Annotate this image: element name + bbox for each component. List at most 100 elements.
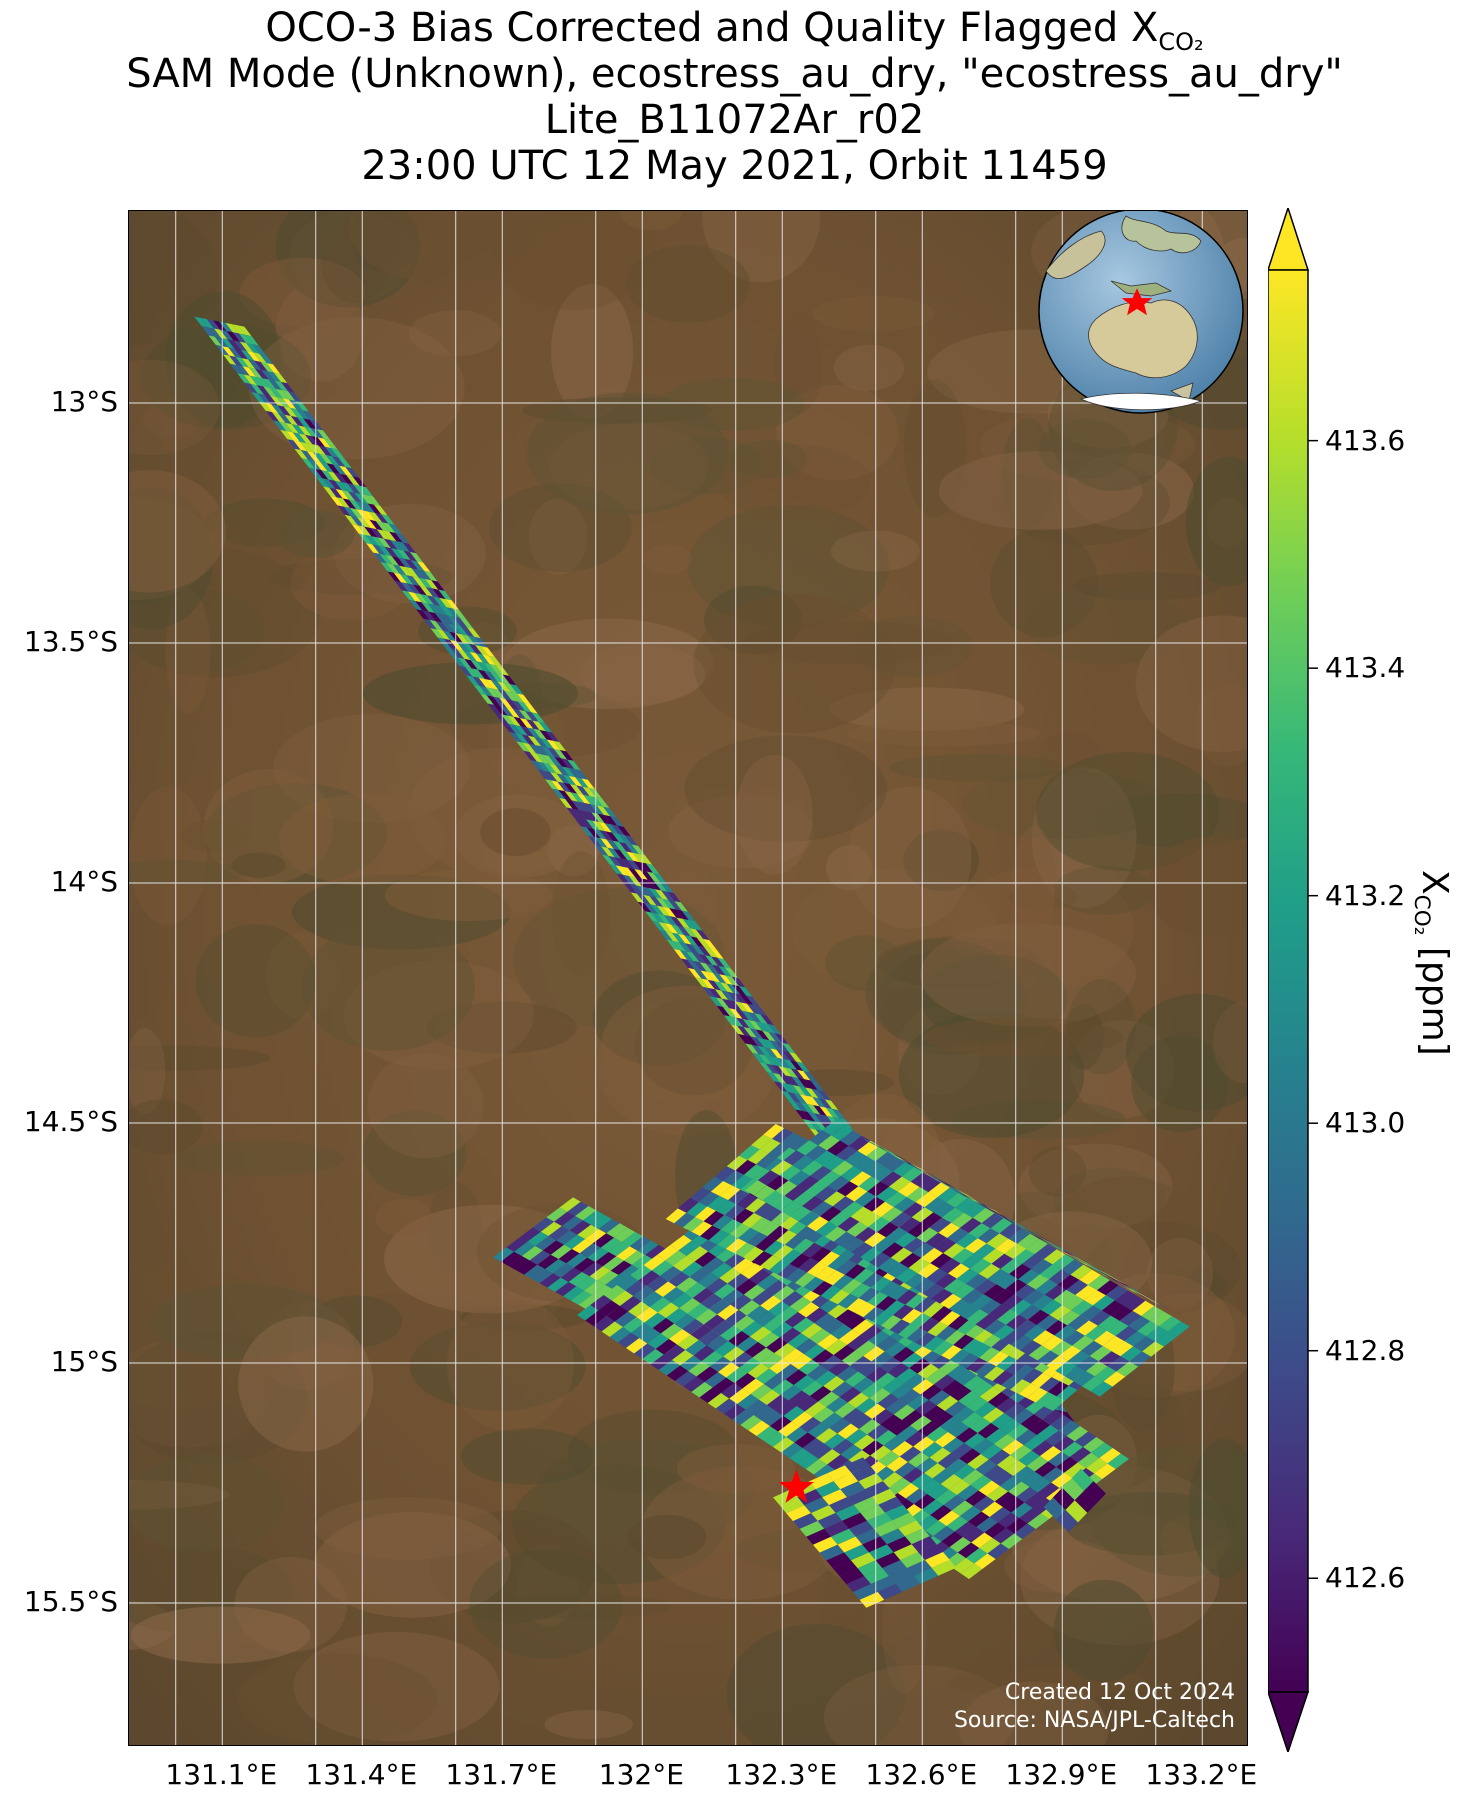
sounding-footprint [683, 1376, 705, 1392]
sounding-footprint [298, 433, 313, 445]
sounding-footprint [710, 1181, 732, 1196]
sounding-footprint [323, 438, 338, 450]
sounding-footprint [521, 1246, 543, 1261]
sounding-footprint [847, 1489, 872, 1505]
sounding-footprint [480, 694, 494, 705]
sounding-footprint [913, 1298, 935, 1314]
sounding-footprint [878, 1496, 903, 1513]
sounding-footprint [826, 1397, 848, 1413]
sounding-footprint [930, 1253, 952, 1269]
sounding-footprint [494, 704, 508, 716]
sounding-footprint [764, 1157, 786, 1173]
sounding-footprint [882, 1560, 907, 1576]
terrain-patch [833, 344, 905, 391]
sounding-footprint [344, 514, 358, 526]
sounding-footprint [519, 718, 534, 729]
sounding-footprint [366, 495, 381, 506]
sounding-footprint [921, 1442, 943, 1458]
sounding-footprint [213, 320, 227, 331]
sounding-footprint [285, 422, 299, 434]
sounding-footprint [1058, 1248, 1078, 1259]
sounding-footprint [883, 1435, 905, 1451]
sounding-footprint [872, 1310, 894, 1326]
sounding-footprint [929, 1174, 949, 1185]
sounding-footprint [781, 1442, 803, 1458]
sounding-footprint [682, 1217, 704, 1232]
sounding-footprint [384, 546, 399, 558]
sounding-footprint [814, 1113, 828, 1124]
sounding-footprint [685, 1340, 707, 1356]
sounding-footprint [954, 1464, 976, 1480]
sounding-footprint [316, 477, 330, 488]
sounding-footprint [1001, 1294, 1023, 1310]
sounding-footprint [932, 1340, 954, 1356]
sounding-footprint [357, 517, 371, 528]
sounding-footprint [743, 1284, 766, 1300]
sounding-footprint [797, 1489, 823, 1506]
sounding-footprint [844, 1371, 867, 1387]
terrain-patch [552, 851, 610, 977]
credit-text: Created 12 Oct 2024 Source: NASA/JPL-Cal… [954, 1679, 1235, 1735]
sounding-footprint [242, 366, 256, 377]
sounding-footprint [831, 1528, 856, 1545]
sounding-footprint [467, 627, 481, 639]
sounding-footprint [1028, 1345, 1051, 1361]
sounding-footprint [964, 1202, 986, 1218]
sounding-footprint [986, 1486, 1009, 1502]
latitude-tick-label: 14.5°S [23, 1105, 118, 1138]
sounding-footprint [1030, 1232, 1050, 1243]
sounding-footprint [970, 1294, 993, 1310]
sounding-footprint [850, 1356, 872, 1372]
sounding-footprint [1071, 1468, 1094, 1491]
sounding-footprint [237, 373, 251, 384]
sounding-footprint [1018, 1450, 1040, 1466]
sounding-footprint [333, 472, 348, 484]
sounding-footprint [776, 1230, 797, 1245]
sounding-footprint [257, 393, 272, 405]
sounding-footprint [713, 973, 727, 984]
sounding-footprint [1039, 1264, 1062, 1280]
terrain-patch [1147, 836, 1247, 938]
sounding-footprint [568, 1272, 590, 1287]
sounding-footprint [824, 1270, 845, 1286]
sounding-footprint [560, 1267, 582, 1282]
sounding-footprint [1023, 1435, 1046, 1451]
sounding-footprint [693, 1345, 715, 1361]
terrain-patch [642, 544, 693, 574]
sounding-footprint [194, 316, 208, 328]
sounding-footprint [812, 1349, 834, 1365]
credit-created: Created 12 Oct 2024 [1004, 1680, 1235, 1705]
sounding-footprint [1105, 1274, 1125, 1285]
sounding-footprint [1028, 1419, 1051, 1435]
terrain-patch [776, 385, 899, 481]
sounding-footprint [703, 1210, 725, 1226]
sounding-footprint [739, 1145, 760, 1160]
sounding-footprint [922, 1283, 945, 1299]
sounding-footprint [858, 1176, 881, 1192]
sounding-footprint [545, 1259, 567, 1274]
sounding-footprint [695, 977, 709, 989]
sounding-footprint [967, 1454, 989, 1470]
sounding-footprint [707, 979, 722, 991]
sounding-footprint [819, 1251, 841, 1267]
map-panel[interactable]: Created 12 Oct 2024 Source: NASA/JPL-Cal… [128, 210, 1248, 1746]
sounding-footprint [956, 1190, 976, 1201]
sounding-footprint [603, 1256, 625, 1271]
sounding-footprint [300, 450, 315, 461]
sounding-footprint [559, 1197, 581, 1212]
sounding-footprint [759, 1062, 773, 1073]
sounding-footprint [477, 669, 492, 681]
sounding-footprint [1134, 1290, 1154, 1301]
sounding-footprint [983, 1465, 1006, 1481]
sounding-footprint [742, 1018, 756, 1030]
sounding-footprint [314, 460, 328, 472]
sounding-footprint [721, 990, 735, 1002]
cb-title-subscript: CO₂ [1408, 894, 1434, 936]
sounding-footprint [1019, 1340, 1042, 1356]
sounding-footprint [913, 1278, 936, 1294]
sounding-footprint [944, 1330, 966, 1345]
sounding-footprint [751, 1044, 765, 1056]
sounding-footprint [510, 684, 524, 695]
sounding-footprint [413, 584, 427, 596]
sounding-footprint [894, 1462, 917, 1478]
